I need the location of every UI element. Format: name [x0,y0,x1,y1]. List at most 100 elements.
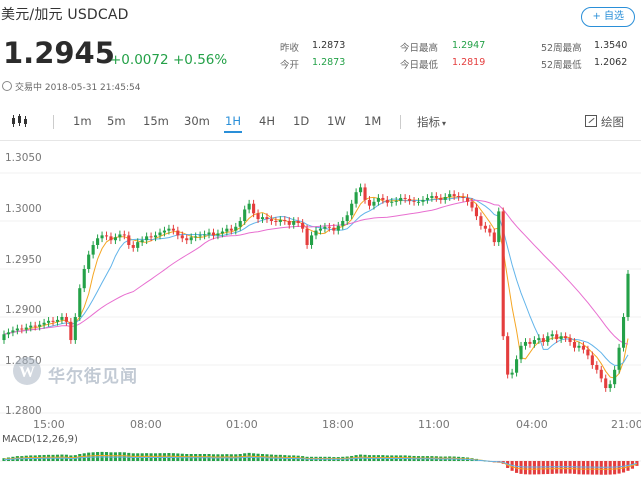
candle [314,230,318,236]
candle [194,236,198,238]
candle [309,235,314,245]
timeframe-5m[interactable]: 5m [107,114,126,128]
timeframe-15m[interactable]: 15m [143,114,169,128]
caret-down-icon: ▾ [442,119,447,128]
candle [559,336,563,340]
candle [528,341,532,344]
candle [207,232,211,235]
candle [20,328,24,330]
candle [599,369,603,379]
instrument-title: 美元/加元 USDCAD [1,7,129,23]
add-watchlist-button[interactable]: + 自选 [581,7,635,27]
candle [555,334,559,340]
candle [474,207,479,217]
macd-chart[interactable] [0,446,641,496]
candle [443,197,447,200]
macd-label: MACD(12,26,9) [2,434,78,445]
candle [621,317,626,348]
timeframe-1m[interactable]: 1m [73,114,92,128]
candle [6,332,11,335]
macd-bar [577,461,581,475]
candle [483,225,487,229]
y-tick-label: 1.3000 [5,203,42,215]
ma-line-30 [3,199,629,345]
timeframe-30m[interactable]: 30m [184,114,210,128]
macd-bar [546,461,550,475]
candle [626,273,630,317]
candle [332,227,336,231]
timeframe-4h[interactable]: 4H [259,114,275,128]
open-value: 1.2873 [312,57,346,68]
macd-bar [537,461,541,475]
candle [109,236,113,241]
macd-bar [621,461,626,473]
day-low-value: 1.2819 [452,57,486,68]
candle [608,384,612,389]
candle [523,341,528,346]
candle [604,378,608,389]
candle [541,338,545,342]
candle [408,198,412,201]
candle [203,234,207,236]
candle [448,194,452,197]
candle [318,228,323,231]
candle [113,237,117,241]
candle [149,236,153,238]
candle [24,327,28,330]
candle [301,222,305,229]
macd-bar [559,461,563,474]
toolbar-separator [400,115,401,129]
clock-icon [2,81,12,91]
candlestick-type-icon[interactable] [10,113,28,129]
candle [189,237,193,241]
macd-dif-line [3,454,638,470]
candle [590,355,594,365]
candle [145,236,149,241]
candle [47,320,51,323]
candle [572,341,577,348]
price-chart[interactable] [0,141,641,431]
timeframe-1d[interactable]: 1D [293,114,310,128]
trading-status: 交易中 2018-05-31 21:45:54 [2,80,140,93]
candle [510,372,514,375]
wk52-low-label: 52周最低 [541,60,582,71]
candle [243,209,247,221]
watermark-text: 华尔街见闻 [48,367,138,387]
candle [260,217,265,220]
candle [252,203,256,214]
candle [390,201,394,203]
candle [515,359,519,373]
indicator-dropdown[interactable]: 指标 ▾ [417,114,446,130]
current-price: 1.2945 [3,36,115,70]
candle [51,320,55,322]
timeframe-1w[interactable]: 1W [327,114,346,128]
candle [323,226,327,229]
y-tick-label: 1.2800 [5,405,42,417]
candle [354,192,358,204]
timeframe-1h[interactable]: 1H [225,114,241,128]
open-label: 今开 [280,60,300,71]
candle [247,203,251,210]
wk52-high-label: 52周最高 [541,43,582,54]
candle [211,232,216,236]
candle [394,200,398,202]
candle [11,330,15,333]
candle [185,238,189,241]
candle [55,319,60,322]
candle [434,196,438,198]
candle [546,336,550,342]
candle [577,345,581,348]
candle [180,235,184,239]
candle [220,231,224,234]
candle [265,217,269,220]
candle [274,221,278,222]
draw-button[interactable]: 绘图 [585,114,624,130]
candle [91,245,95,255]
watermark-logo-icon: W [12,356,42,390]
x-tick-label: 11:00 [418,418,450,431]
macd-bar [555,461,559,474]
candle [403,197,407,199]
candle [439,197,443,200]
candle [100,235,104,239]
timeframe-1mo[interactable]: 1M [364,114,382,128]
